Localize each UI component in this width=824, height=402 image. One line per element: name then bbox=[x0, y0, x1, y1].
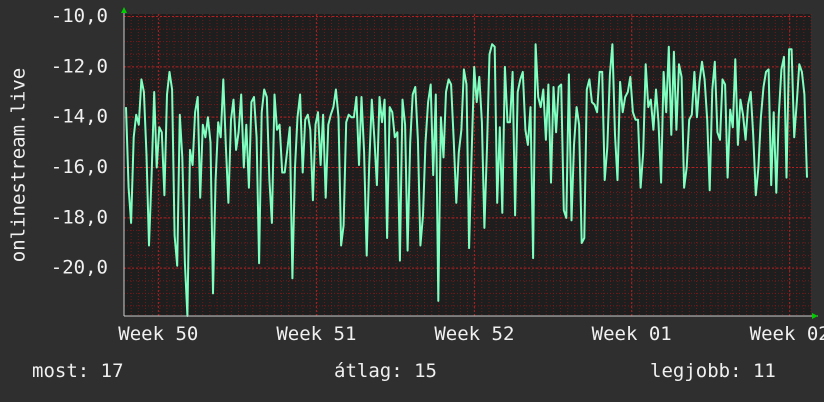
y-axis-arrow-icon bbox=[121, 7, 127, 13]
y-axis-title: onlinestream.live bbox=[8, 68, 30, 262]
y-tick-label: -20,0 bbox=[51, 257, 108, 279]
x-tick-label: Week 02 bbox=[750, 323, 824, 345]
stat-average: átlag: 15 bbox=[334, 360, 437, 382]
y-tick-label: -16,0 bbox=[51, 156, 108, 178]
stats-footer: most: 17 átlag: 15 legjobb: 11 bbox=[0, 360, 824, 390]
y-tick-label: -18,0 bbox=[51, 206, 108, 228]
x-tick-label: Week 52 bbox=[434, 323, 514, 345]
stat-best: legjobb: 11 bbox=[650, 360, 776, 382]
data-line bbox=[125, 43, 808, 317]
y-tick-label: -10,0 bbox=[51, 5, 108, 27]
x-tick-label: Week 01 bbox=[592, 323, 672, 345]
stat-current: most: 17 bbox=[32, 360, 124, 382]
series-line bbox=[125, 43, 808, 317]
line-chart: -10,0-12,0-14,0-16,0-18,0-20,0 Week 50 We… bbox=[8, 5, 824, 345]
x-tick-label: Week 50 bbox=[118, 323, 198, 345]
y-tick-label: -14,0 bbox=[51, 106, 108, 128]
y-tick-label: -12,0 bbox=[51, 55, 108, 77]
axes bbox=[121, 7, 818, 319]
x-axis-arrow-icon bbox=[812, 313, 818, 319]
x-tick-labels: Week 50 Week 51 Week 52 Week 01 Week 02 bbox=[118, 323, 824, 345]
y-tick-labels: -10,0 -12,0 -14,0 -16,0 -18,0 -20,0 bbox=[51, 5, 108, 279]
x-tick-label: Week 51 bbox=[276, 323, 356, 345]
